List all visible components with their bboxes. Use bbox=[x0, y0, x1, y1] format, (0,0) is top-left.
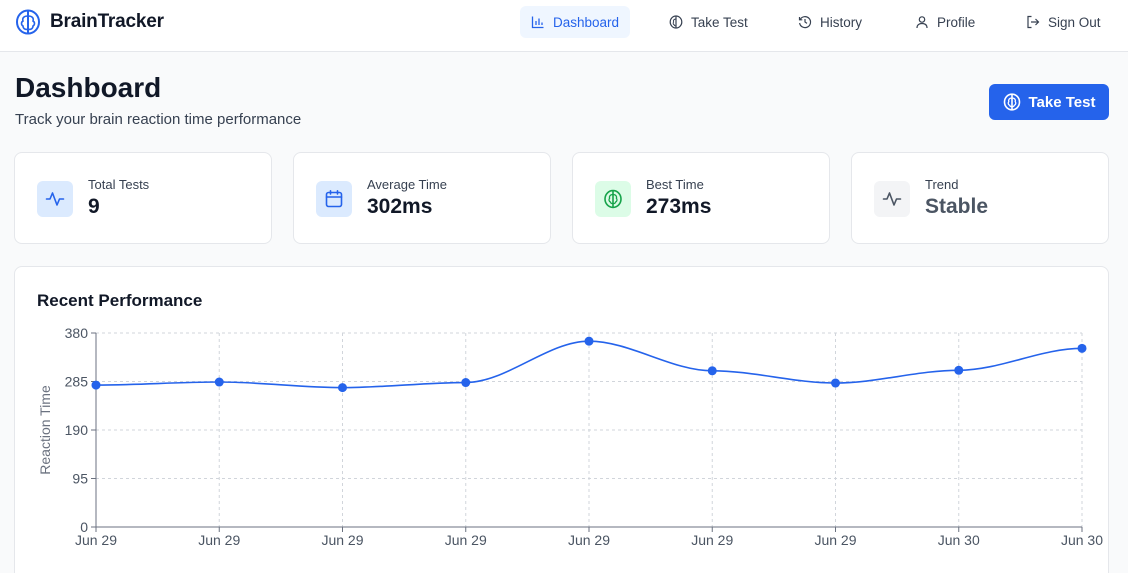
x-tick-label: Jun 29 bbox=[198, 532, 240, 548]
x-tick-label: Jun 29 bbox=[691, 532, 733, 548]
brain-icon bbox=[595, 181, 631, 217]
data-point bbox=[338, 383, 347, 393]
nav-sign-out[interactable]: Sign Out bbox=[1015, 6, 1112, 38]
nav-take-test[interactable]: Take Test bbox=[658, 6, 759, 38]
x-tick-label: Jun 29 bbox=[568, 532, 610, 548]
nav-profile-label: Profile bbox=[937, 14, 976, 30]
brand[interactable]: BrainTracker bbox=[15, 8, 164, 36]
page-title: Dashboard bbox=[15, 72, 162, 103]
page-subtitle: Track your brain reaction time performan… bbox=[15, 111, 302, 128]
calendar-icon bbox=[316, 181, 352, 217]
stat-card-average-time: Average Time 302ms bbox=[293, 152, 551, 244]
y-tick-label: 380 bbox=[65, 325, 89, 341]
performance-chart-card: Recent Performance 0 95 190 285 380 Jun 29 Jun… bbox=[14, 266, 1109, 573]
stat-card-best-time: Best Time 273ms bbox=[572, 152, 830, 244]
stat-value: Stable bbox=[925, 195, 989, 218]
nav-sign-out-label: Sign Out bbox=[1048, 14, 1101, 30]
take-test-button-label: Take Test bbox=[1028, 93, 1096, 111]
top-nav: BrainTracker Dashboard Take Test History… bbox=[0, 0, 1128, 52]
y-tick-label: 190 bbox=[65, 422, 89, 438]
brain-logo-icon bbox=[16, 9, 40, 35]
brain-icon bbox=[1003, 93, 1020, 111]
y-tick-label: 0 bbox=[80, 519, 88, 535]
nav-dashboard-label: Dashboard bbox=[553, 14, 620, 30]
nav-profile[interactable]: Profile bbox=[904, 6, 986, 38]
y-tick-label: 95 bbox=[72, 471, 88, 487]
data-point bbox=[954, 365, 964, 375]
activity-icon bbox=[874, 181, 910, 217]
nav-take-test-label: Take Test bbox=[691, 14, 748, 30]
data-point bbox=[91, 380, 101, 390]
x-tick-label: Jun 29 bbox=[814, 532, 856, 548]
x-tick-label: Jun 30 bbox=[1061, 532, 1103, 548]
bar-chart-icon bbox=[531, 16, 544, 29]
stat-value: 302ms bbox=[367, 195, 433, 218]
stat-card-total-tests: Total Tests 9 bbox=[14, 152, 272, 244]
data-point bbox=[461, 378, 471, 388]
y-tick-label: 285 bbox=[65, 374, 89, 390]
stat-label: Total Tests bbox=[88, 177, 150, 192]
brand-name: BrainTracker bbox=[50, 11, 164, 32]
nav-history[interactable]: History bbox=[787, 6, 873, 38]
stat-card-trend: Trend Stable bbox=[851, 152, 1109, 244]
x-tick-label: Jun 29 bbox=[75, 532, 117, 548]
take-test-button[interactable]: Take Test bbox=[989, 84, 1109, 120]
performance-chart: 0 95 190 285 380 Jun 29 Jun 29 Jun 29 Jun 29 Jun … bbox=[37, 325, 1103, 548]
stat-label: Average Time bbox=[367, 177, 447, 192]
brain-icon bbox=[669, 15, 683, 29]
nav-dashboard[interactable]: Dashboard bbox=[520, 6, 631, 38]
stat-value: 273ms bbox=[646, 195, 712, 218]
sign-out-icon bbox=[1027, 15, 1040, 29]
nav-history-label: History bbox=[820, 14, 863, 30]
x-tick-label: Jun 29 bbox=[445, 532, 487, 548]
stat-label: Trend bbox=[925, 177, 959, 192]
data-point bbox=[831, 378, 840, 388]
data-point bbox=[707, 366, 717, 376]
data-point bbox=[214, 377, 224, 387]
y-axis-label: Reaction Time bbox=[37, 385, 53, 475]
user-icon bbox=[916, 16, 928, 29]
activity-icon bbox=[37, 181, 73, 217]
x-tick-label: Jun 29 bbox=[321, 532, 363, 548]
stat-value: 9 bbox=[88, 195, 100, 218]
x-tick-label: Jun 30 bbox=[938, 532, 980, 548]
history-icon bbox=[798, 16, 812, 29]
data-point bbox=[1077, 343, 1087, 353]
stat-label: Best Time bbox=[646, 177, 704, 192]
data-point bbox=[584, 336, 594, 346]
chart-title: Recent Performance bbox=[37, 291, 203, 310]
